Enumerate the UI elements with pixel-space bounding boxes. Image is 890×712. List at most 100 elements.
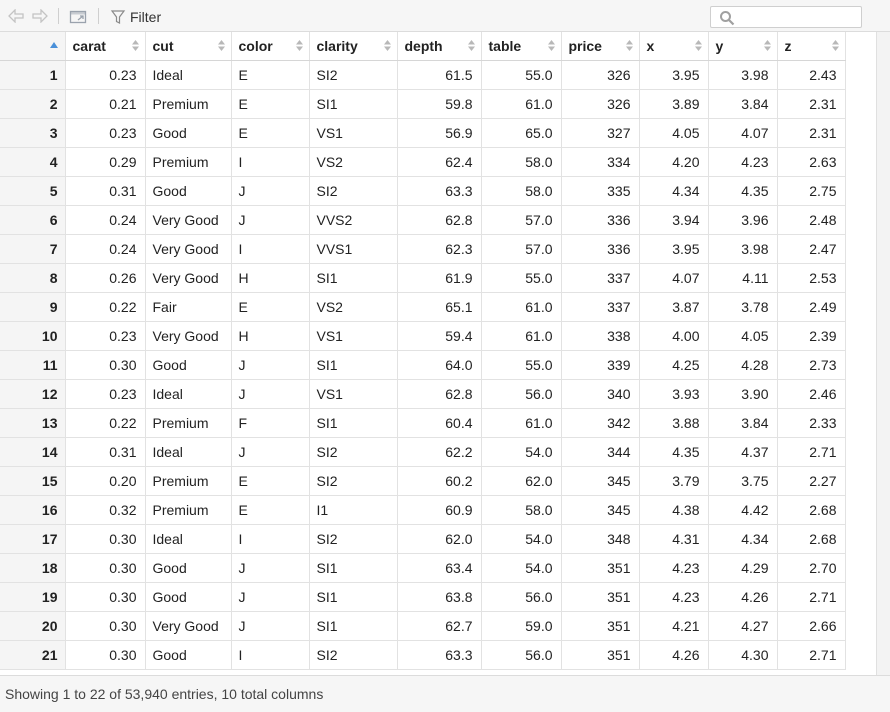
cell-table: 56.0 [481,640,562,670]
cell-color: E [231,60,310,90]
forward-button[interactable] [30,8,50,24]
cell-carat: 0.20 [65,466,146,496]
cell-clarity: SI2 [309,60,398,90]
cell-x: 4.07 [639,263,709,293]
row-number: 8 [0,263,66,293]
cell-color: E [231,89,310,119]
cell-carat: 0.23 [65,321,146,351]
cell-table: 58.0 [481,147,562,177]
column-header-clarity[interactable]: clarity [309,32,398,61]
column-header-label: carat [72,37,106,54]
cell-y: 4.42 [708,495,778,525]
funnel-icon [110,10,126,24]
cell-y: 3.98 [708,60,778,90]
cell-table: 61.0 [481,292,562,322]
cell-color: E [231,495,310,525]
row-number: 16 [0,495,66,525]
cell-price: 351 [561,582,640,612]
cell-table: 61.0 [481,89,562,119]
cell-color: F [231,408,310,438]
column-header-y[interactable]: y [708,32,778,61]
column-header-z[interactable]: z [777,32,846,61]
cell-carat: 0.30 [65,640,146,670]
row-number: 13 [0,408,66,438]
back-button[interactable] [6,8,26,24]
cell-price: 326 [561,60,640,90]
cell-cut: Good [145,582,232,612]
row-number: 2 [0,89,66,119]
cell-price: 340 [561,379,640,409]
cell-y: 4.23 [708,147,778,177]
cell-clarity: SI1 [309,89,398,119]
row-number: 17 [0,524,66,554]
cell-y: 3.75 [708,466,778,496]
cell-cut: Good [145,176,232,206]
cell-x: 3.95 [639,60,709,90]
column-header-price[interactable]: price [561,32,640,61]
cell-y: 4.37 [708,437,778,467]
table-row: 8 0.26 Very Good H SI1 61.9 55.0 337 4.07 4.11 2.5… [0,263,846,293]
cell-table: 55.0 [481,60,562,90]
cell-table: 55.0 [481,350,562,380]
cell-x: 3.93 [639,379,709,409]
cell-table: 54.0 [481,437,562,467]
cell-price: 351 [561,611,640,641]
cell-color: J [231,379,310,409]
filter-button[interactable]: Filter [110,7,161,27]
cell-x: 4.34 [639,176,709,206]
table-row: 14 0.31 Ideal J SI2 62.2 54.0 344 4.35 4.37 2.71 [0,437,846,467]
cell-depth: 60.2 [397,466,482,496]
row-number: 14 [0,437,66,467]
cell-carat: 0.23 [65,379,146,409]
table-row: 21 0.30 Good I SI2 63.3 56.0 351 4.26 4.30 2.71 [0,640,846,670]
column-header-table[interactable]: table [481,32,562,61]
cell-y: 3.84 [708,408,778,438]
cell-depth: 61.9 [397,263,482,293]
table-row: 15 0.20 Premium E SI2 60.2 62.0 345 3.79 3.75 2.27 [0,466,846,496]
cell-z: 2.68 [777,495,846,525]
cell-color: I [231,147,310,177]
column-header-cut[interactable]: cut [145,32,232,61]
row-number: 12 [0,379,66,409]
cell-clarity: SI2 [309,437,398,467]
cell-y: 4.34 [708,524,778,554]
search-box[interactable] [710,6,862,28]
cell-price: 326 [561,89,640,119]
popout-button[interactable] [68,8,90,24]
cell-depth: 63.8 [397,582,482,612]
cell-x: 4.38 [639,495,709,525]
cell-carat: 0.30 [65,553,146,583]
table-row: 3 0.23 Good E VS1 56.9 65.0 327 4.05 4.07 2.31 [0,118,846,148]
cell-x: 4.20 [639,147,709,177]
magnifier-icon [720,11,735,26]
column-header-x[interactable]: x [639,32,709,61]
column-header-depth[interactable]: depth [397,32,482,61]
cell-z: 2.46 [777,379,846,409]
table-row: 1 0.23 Ideal E SI2 61.5 55.0 326 3.95 3.98 2.43 [0,60,846,90]
cell-depth: 62.0 [397,524,482,554]
cell-x: 4.35 [639,437,709,467]
sort-toggle-icon [467,40,475,51]
cell-carat: 0.31 [65,176,146,206]
row-number: 18 [0,553,66,583]
row-number-header[interactable] [0,32,66,61]
search-input[interactable] [739,9,857,25]
cell-price: 337 [561,292,640,322]
cell-carat: 0.29 [65,147,146,177]
sort-toggle-icon [295,40,303,51]
cell-z: 2.71 [777,437,846,467]
cell-z: 2.66 [777,611,846,641]
column-header-color[interactable]: color [231,32,310,61]
column-header-carat[interactable]: carat [65,32,146,61]
cell-depth: 62.8 [397,205,482,235]
cell-cut: Premium [145,147,232,177]
cell-clarity: I1 [309,495,398,525]
arrow-right-icon [32,9,48,23]
cell-y: 3.78 [708,292,778,322]
scrollbar-track[interactable] [876,32,890,675]
cell-color: H [231,321,310,351]
table-row: 20 0.30 Very Good J SI1 62.7 59.0 351 4.21 4.27 2.… [0,611,846,641]
row-number: 20 [0,611,66,641]
cell-carat: 0.30 [65,524,146,554]
cell-carat: 0.26 [65,263,146,293]
